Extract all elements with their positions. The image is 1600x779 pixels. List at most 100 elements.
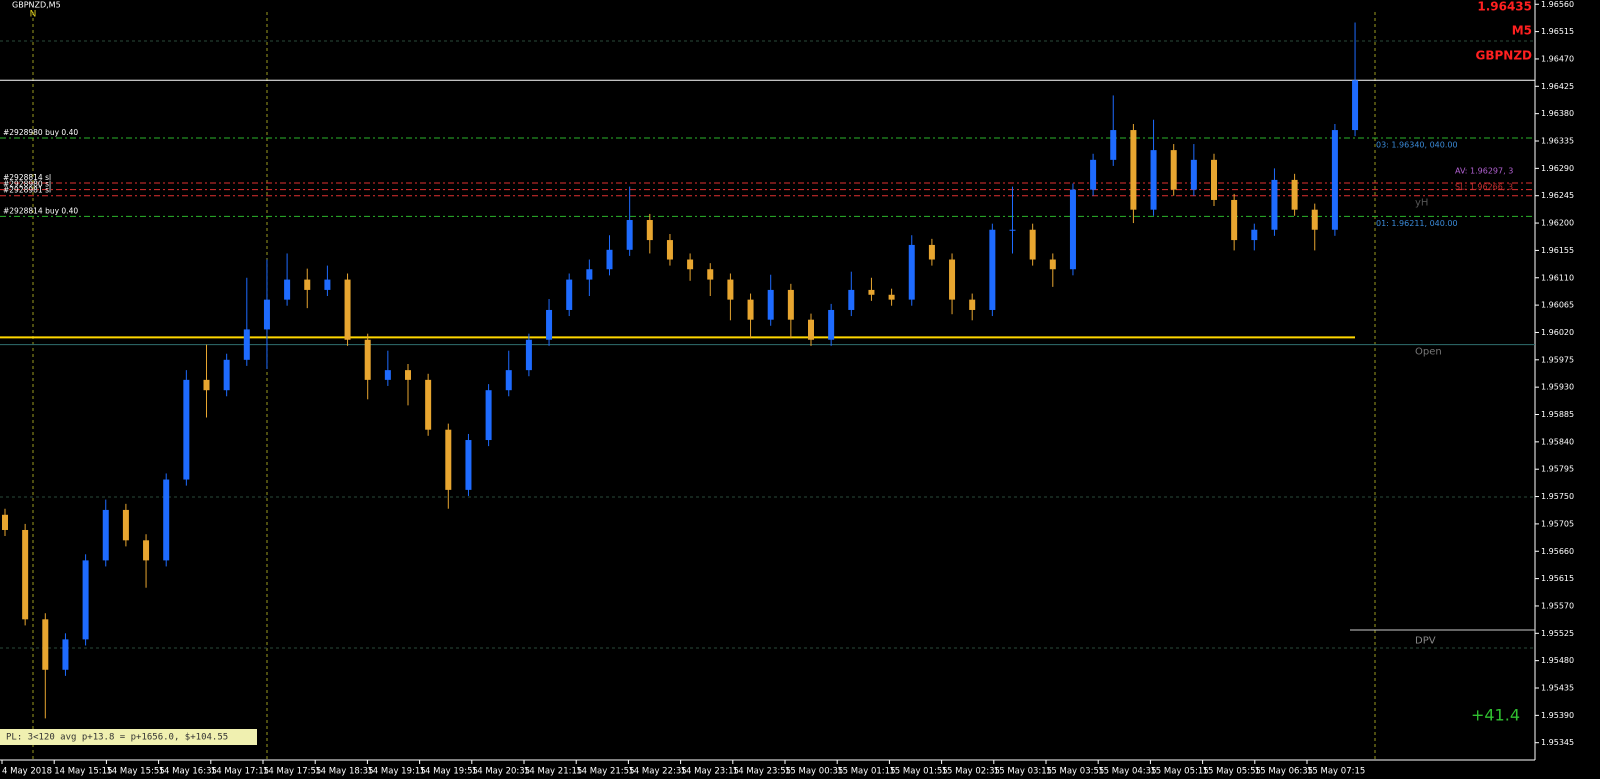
x-tick-label: 14 May 23:15	[681, 767, 739, 777]
x-tick-label: 14 May 15:55	[106, 767, 164, 777]
order-label: #2928980 sl	[3, 180, 51, 189]
session-marker: N	[30, 10, 37, 20]
candle-body	[1029, 229, 1036, 260]
x-tick-label: 15 May 04:35	[1098, 767, 1156, 777]
candle-body	[1271, 179, 1278, 230]
price-label: 1.96435	[1477, 0, 1532, 14]
candle-body	[405, 370, 411, 380]
y-tick-label: 1.96335	[1541, 137, 1574, 146]
candle-body	[82, 560, 89, 640]
candle-body	[102, 509, 109, 561]
candle-body	[203, 379, 210, 391]
y-tick-label: 1.95435	[1541, 684, 1574, 693]
candle-body	[22, 529, 29, 620]
x-tick-label: 15 May 05:55	[1203, 767, 1261, 777]
candle-body	[1069, 189, 1076, 270]
candle-body	[969, 299, 976, 310]
x-tick-label: 15 May 02:35	[942, 767, 1000, 777]
candle-body	[505, 370, 512, 391]
candle-body	[808, 319, 814, 340]
candle-body	[707, 269, 714, 280]
candle-body	[465, 440, 472, 490]
candle-body	[163, 479, 170, 561]
y-tick-label: 1.95345	[1541, 738, 1574, 747]
candle-body	[2, 514, 8, 530]
candle-body	[928, 244, 935, 260]
y-tick-label: 1.95615	[1541, 574, 1574, 583]
x-tick-label: 14 May 15:15	[54, 767, 112, 777]
y-tick-label: 1.96020	[1541, 328, 1574, 337]
timeframe-label: M5	[1512, 24, 1532, 38]
candle-body	[949, 259, 956, 300]
order-label: #2928814 buy 0.40	[3, 206, 78, 215]
candle-body	[848, 289, 855, 310]
candle-body	[122, 509, 129, 541]
profit-label: +41.4	[1471, 706, 1520, 725]
y-tick-label: 1.95570	[1541, 601, 1574, 610]
candle-body	[1150, 150, 1157, 210]
candle-body	[1090, 159, 1097, 190]
candle-body	[1291, 179, 1298, 210]
y-tick-label: 1.96515	[1541, 27, 1574, 36]
y-tick-label: 1.95930	[1541, 383, 1574, 392]
candle-body	[223, 359, 230, 391]
candle-body	[828, 309, 835, 340]
y-tick-label: 1.96065	[1541, 301, 1574, 310]
x-tick-label: 14 May 21:55	[576, 767, 634, 777]
y-tick-label: 1.96425	[1541, 82, 1574, 91]
candle-body	[1211, 159, 1217, 200]
y-tick-label: 1.96380	[1541, 109, 1574, 118]
x-tick-label: 14 May 23:55	[733, 767, 791, 777]
x-tick-label: 15 May 05:15	[1150, 767, 1208, 777]
right-note: DPV	[1415, 635, 1436, 646]
x-tick-label: 14 May 17:55	[263, 767, 321, 777]
y-tick-label: 1.96470	[1541, 54, 1574, 63]
candle-body	[747, 299, 754, 320]
y-tick-label: 1.96560	[1541, 0, 1574, 9]
candle-body	[324, 279, 331, 290]
y-tick-label: 1.95525	[1541, 629, 1574, 638]
x-tick-label: 14 May 17:15	[211, 767, 269, 777]
candle-body	[384, 370, 391, 380]
right-note: 03: 1.96340, 040.00	[1376, 140, 1458, 149]
y-tick-label: 1.95795	[1541, 465, 1574, 474]
x-tick-label: 14 May 19:15	[367, 767, 425, 777]
x-tick-label: 15 May 01:55	[889, 767, 947, 777]
candle-body	[263, 299, 270, 330]
candle-body	[62, 639, 69, 670]
x-tick-label: 14 May 21:15	[524, 767, 582, 777]
candle-body	[888, 294, 895, 300]
y-tick-label: 1.95975	[1541, 355, 1574, 364]
status-box	[0, 729, 257, 745]
status-text: PL: 3<120 avg p+13.8 = p+1656.0, $+104.5…	[6, 733, 228, 743]
candle-body	[787, 289, 794, 320]
y-tick-label: 1.95750	[1541, 492, 1574, 501]
candle-body	[344, 279, 351, 340]
candle-body	[445, 429, 452, 490]
x-tick-label: 14 May 20:35	[472, 767, 530, 777]
candle-body	[485, 390, 492, 441]
candle-body	[767, 289, 774, 320]
candle-body	[1049, 259, 1056, 270]
right-note: SL: 1.96266, 3	[1455, 182, 1513, 191]
candle-body	[1251, 229, 1258, 241]
x-tick-label: 15 May 06:35	[1255, 767, 1313, 777]
y-tick-label: 1.96155	[1541, 246, 1574, 255]
candle-body	[1170, 150, 1177, 190]
candle-body	[687, 259, 694, 270]
candle-body	[1352, 80, 1359, 131]
x-tick-label: 14 May 22:35	[628, 767, 686, 777]
candle-body	[243, 329, 250, 360]
order-label: #2928814 sl	[3, 173, 51, 182]
y-tick-label: 1.95480	[1541, 656, 1574, 665]
candle-body	[586, 269, 593, 280]
x-tick-label: 15 May 03:15	[994, 767, 1052, 777]
candle-body	[1331, 130, 1338, 230]
candle-body	[364, 339, 371, 380]
candle-body	[1231, 199, 1238, 241]
candle-body	[525, 339, 532, 371]
right-note: yH	[1415, 198, 1428, 209]
right-note: Open	[1415, 347, 1442, 358]
candle-body	[42, 619, 49, 670]
